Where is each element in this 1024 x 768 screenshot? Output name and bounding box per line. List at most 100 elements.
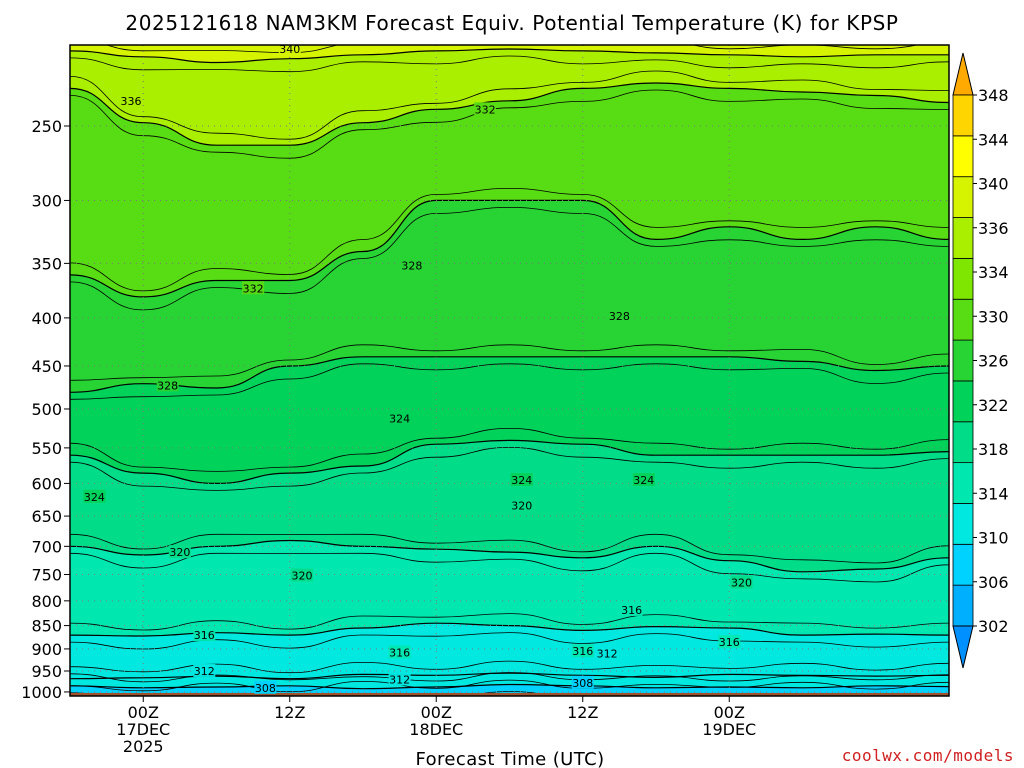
- contour-line-328-aux-0: [70, 344, 949, 381]
- contour-label: 308: [255, 682, 276, 695]
- contour-label-bg: [83, 489, 106, 503]
- x-tick-label: 12Z: [274, 703, 305, 722]
- contour-label: 320: [169, 546, 190, 559]
- contour-label-bg: [571, 675, 594, 689]
- contour-label: 312: [389, 674, 410, 687]
- contour-label-bg: [193, 663, 216, 677]
- colorbar-label: 340: [978, 175, 1009, 194]
- y-tick-label: 900: [31, 640, 62, 659]
- y-tick-label: 550: [31, 439, 62, 458]
- x-tick-label: 18DEC: [409, 720, 463, 739]
- colorbar-segment: [952, 135, 974, 178]
- contour-line-340-aux-0: [105, 45, 921, 54]
- x-tick-label: 00Z: [128, 703, 159, 722]
- contour-line-340-aux-1: [70, 55, 949, 73]
- contour-label-bg: [474, 102, 497, 116]
- contour-line-320: [70, 539, 949, 573]
- colorbar-segment: [952, 503, 974, 545]
- contour-label-bg: [278, 45, 301, 55]
- contour-line-336: [70, 82, 949, 146]
- contour-label-bg: [242, 281, 265, 295]
- colorbar-label: 310: [978, 529, 1009, 548]
- contour-label: 328: [401, 260, 422, 273]
- contour-label-bg: [596, 646, 619, 660]
- y-tick-label: 850: [31, 617, 62, 636]
- colorbar-label: 326: [978, 352, 1009, 371]
- contour-line-320-aux-1: [70, 552, 949, 583]
- colorbar-segment: [952, 94, 974, 137]
- y-tick-label: 600: [31, 474, 62, 493]
- colorbar-segment: [952, 176, 974, 218]
- contour-label-bg: [388, 645, 411, 659]
- y-tick-label: 1000: [21, 683, 62, 702]
- y-tick-label: 950: [31, 662, 62, 681]
- contour-line-332-aux-0: [70, 187, 949, 292]
- colorbar-top-arrow: [952, 52, 974, 96]
- contour-label-bg: [400, 258, 423, 272]
- contour-label-bg: [620, 602, 643, 616]
- contour-label-bg: [718, 635, 741, 649]
- contour-label-bg: [510, 472, 533, 486]
- contour-labels: 340 336 332 332 328 328 328 324 324 324 324 320 320 3…: [83, 45, 753, 695]
- colorbar-label: 334: [978, 263, 1009, 282]
- contour-label: 316: [719, 636, 740, 649]
- contour-line-332: [70, 199, 949, 298]
- y-tick-label: 300: [31, 191, 62, 210]
- contour-line-312-aux-1: [70, 679, 949, 693]
- y-tick-label: 250: [31, 117, 62, 136]
- y-tick-label: 750: [31, 565, 62, 584]
- colorbar-label: 336: [978, 219, 1009, 238]
- contour-label: 324: [84, 491, 105, 504]
- contour-label: 316: [194, 629, 215, 642]
- band-328: [70, 200, 949, 393]
- contour-label: 324: [633, 474, 654, 487]
- contour-line-316-aux-0: [70, 613, 949, 631]
- contour-label-bg: [510, 498, 533, 512]
- contour-line-312: [70, 672, 949, 680]
- x-tick-label: 00Z: [421, 703, 452, 722]
- x-tick-label: 19DEC: [702, 720, 756, 739]
- ground-below-surface: [70, 692, 949, 696]
- contour-label: 328: [609, 310, 630, 323]
- x-tick-label: 2025: [123, 737, 164, 756]
- contour-label: 320: [511, 499, 532, 512]
- contour-line-336-aux-1: [70, 89, 949, 159]
- band-324: [70, 356, 949, 484]
- y-tick-label: 650: [31, 507, 62, 526]
- contour-line-320-aux-0: [70, 533, 949, 564]
- y-tick-label: 450: [31, 357, 62, 376]
- contour-label: 328: [157, 379, 178, 392]
- grid-lines: [70, 45, 949, 696]
- contour-line-336-aux-0: [70, 70, 949, 140]
- y-tick-label: 700: [31, 537, 62, 556]
- contour-label-bg: [632, 472, 655, 486]
- contour-label-bg: [120, 93, 143, 107]
- band-310: [70, 673, 949, 689]
- contour-label-bg: [571, 644, 594, 658]
- colorbar-bottom-arrow: [952, 625, 974, 669]
- pressure-axis: 250 300 350 400 450 500 550 600 650 700 750 800 850 9…: [21, 117, 70, 702]
- contour-label: 320: [291, 570, 312, 583]
- y-tick-label: 800: [31, 592, 62, 611]
- colorbar-label: 322: [978, 396, 1009, 415]
- colorbar-segment: [952, 339, 974, 382]
- colorbar-segment: [952, 380, 974, 423]
- contour-label: 324: [511, 474, 532, 487]
- x-tick-label: 17DEC: [116, 720, 170, 739]
- contour-label-bg: [290, 568, 313, 582]
- colorbar-label: 314: [978, 484, 1009, 503]
- contour-label-bg: [193, 628, 216, 642]
- contour-label: 316: [621, 604, 642, 617]
- contour-label: 336: [121, 95, 142, 108]
- colorbar-segment: [952, 298, 974, 341]
- contour-label-bg: [254, 680, 277, 694]
- contour-line-316: [70, 622, 949, 637]
- contour-label: 316: [572, 645, 593, 658]
- contour-line-310: [70, 683, 949, 690]
- colorbar-segment: [952, 217, 974, 259]
- contour-label: 316: [389, 647, 410, 660]
- credit-link[interactable]: coolwx.com/models: [842, 746, 1014, 765]
- colorbar-label: 302: [978, 617, 1009, 636]
